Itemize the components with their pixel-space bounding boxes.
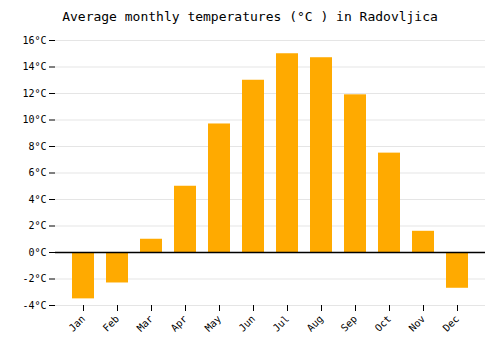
svg-text:0°C: 0°C [28, 247, 46, 258]
svg-text:May: May [203, 313, 224, 334]
svg-text:Apr: Apr [169, 313, 190, 334]
svg-text:Jan: Jan [67, 313, 88, 334]
svg-text:Jul: Jul [271, 313, 292, 334]
svg-text:2°C: 2°C [28, 220, 46, 231]
svg-text:Jun: Jun [237, 313, 258, 334]
svg-text:12°C: 12°C [22, 88, 46, 99]
svg-text:16°C: 16°C [22, 35, 46, 46]
svg-text:8°C: 8°C [28, 141, 46, 152]
svg-text:4°C: 4°C [28, 194, 46, 205]
svg-text:-4°C: -4°C [22, 300, 46, 311]
svg-text:Aug: Aug [305, 313, 326, 334]
svg-text:-2°C: -2°C [22, 273, 46, 284]
svg-text:Dec: Dec [441, 313, 462, 334]
svg-text:14°C: 14°C [22, 61, 46, 72]
html-text:Average monthly temperatures (: Average monthly temperatures (°C ) in Ra… [62, 9, 438, 24]
svg-text:Feb: Feb [101, 313, 122, 334]
svg-text:Sep: Sep [339, 313, 360, 334]
svg-text:Mar: Mar [135, 313, 156, 334]
svg-text:Oct: Oct [373, 313, 394, 334]
svg-text:Nov: Nov [407, 313, 428, 334]
svg-text:10°C: 10°C [22, 114, 46, 125]
svg-text:6°C: 6°C [28, 167, 46, 178]
